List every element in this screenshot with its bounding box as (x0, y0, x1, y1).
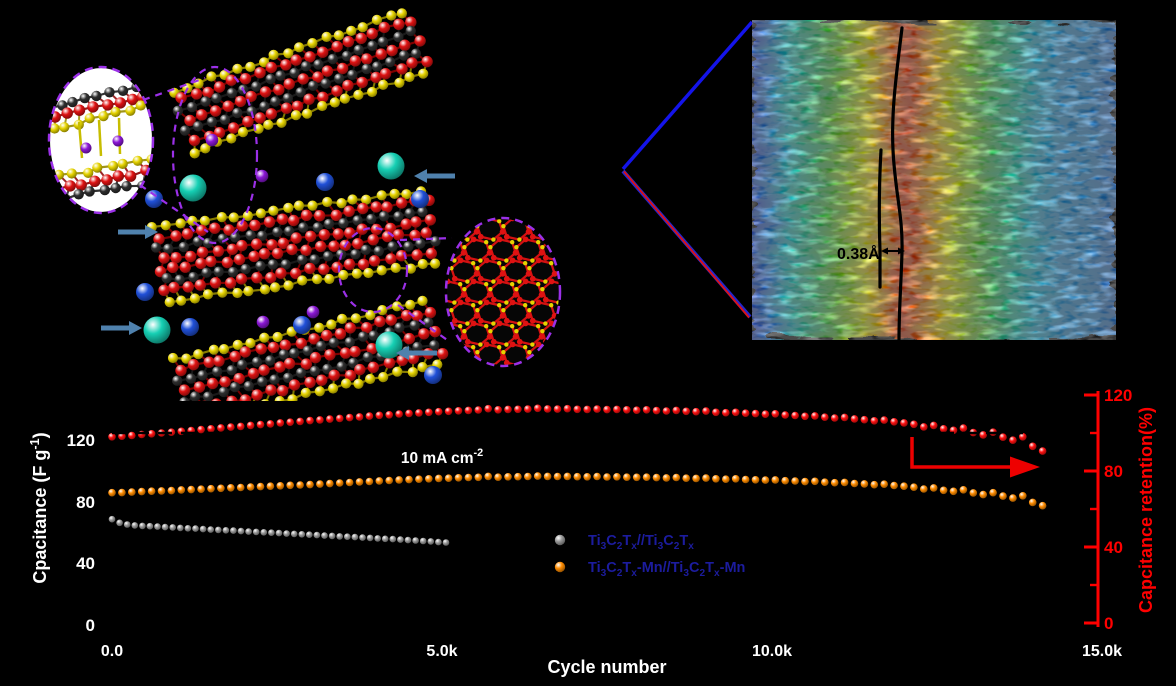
right-tick-80: 80 (1104, 462, 1123, 481)
dopant-sphere-purple (306, 305, 320, 319)
left-tick-120: 120 (67, 431, 95, 450)
chart-series (108, 404, 1047, 546)
slab-atoms (146, 186, 441, 308)
ion-insertion-arrows (101, 169, 455, 360)
zoom-inset-lattice (444, 216, 562, 368)
cation-sphere-cyan (375, 331, 403, 359)
legend-marker (554, 561, 566, 573)
distance-arrowhead-left (881, 247, 888, 255)
left-tick-80: 80 (76, 493, 95, 512)
current-density-annotation: 10 mA cm-2 (401, 447, 483, 467)
legend-label-ti3c2tx-mn: Ti3C2Tx-Mn//Ti3C2Tx-Mn (588, 560, 745, 579)
ion-sphere-blue (136, 283, 154, 301)
left-tick-40: 40 (76, 554, 95, 573)
zoom-region-markers (139, 65, 453, 343)
structure-panel (47, 8, 562, 401)
connector-line-upper-blue (621, 20, 754, 171)
connector-line-lower-red (623, 170, 750, 319)
lattice-offset-dashed-line (877, 148, 883, 289)
left-axis-title: Cpacitance (F g-1) (28, 432, 50, 583)
series-ti3c2tx-mn (108, 472, 1047, 510)
right-axis-indicator-arrow (910, 437, 1012, 469)
magnifier-connectors (621, 20, 754, 319)
x-tick-10k: 10.0k (752, 643, 792, 660)
distance-arrowhead-right (898, 247, 905, 255)
zoom-inset-interlayer (47, 65, 155, 215)
heatmap-panel: 0.38Å (752, 20, 1116, 342)
x-axis-title: Cycle number (547, 657, 666, 677)
dopant-sphere-purple (256, 315, 270, 329)
right-axis-title: Capcitance retention(%) (1136, 407, 1156, 613)
right-axis-indicator-arrowhead (1010, 456, 1040, 478)
cycling-chart: 0 40 80 120 0 40 80 120 0.0 5.0k 10.0k 1… (28, 386, 1156, 677)
chart-legend: Ti3C2Tx//Ti3C2Tx Ti3C2Tx-Mn//Ti3C2Tx-Mn (554, 533, 745, 579)
ion-sphere-blue (181, 318, 199, 336)
series-retention (108, 404, 1047, 455)
intercalated-ions (136, 133, 442, 384)
legend-marker (554, 534, 566, 546)
heatmap-noise-dark (752, 20, 1116, 340)
chart-axes (1084, 391, 1100, 627)
right-tick-40: 40 (1104, 538, 1123, 557)
lattice-shift-label: 0.38Å (837, 244, 880, 263)
cation-sphere-cyan (143, 316, 171, 344)
ion-sphere-blue (424, 366, 442, 384)
ion-sphere-blue (316, 173, 334, 191)
legend-label-ti3c2tx: Ti3C2Tx//Ti3C2Tx (588, 533, 694, 552)
x-tick-5k: 5.0k (426, 643, 457, 660)
ion-sphere-blue (145, 190, 163, 208)
series-ti3c2tx (108, 515, 450, 546)
slab-atoms (167, 295, 449, 401)
x-tick-0: 0.0 (101, 643, 123, 660)
cation-sphere-cyan (179, 174, 207, 202)
slab-atoms (169, 8, 433, 159)
dopant-sphere-purple (255, 169, 269, 183)
right-tick-120: 120 (1104, 386, 1132, 405)
left-tick-0: 0 (86, 616, 95, 635)
ion-sphere-blue (411, 190, 429, 208)
right-tick-0: 0 (1104, 614, 1113, 633)
x-tick-15k: 15.0k (1082, 643, 1122, 660)
cation-sphere-cyan (377, 152, 405, 180)
ion-sphere-blue (293, 316, 311, 334)
lattice-ridge-dashed-line (891, 26, 904, 342)
dopant-sphere-purple (205, 133, 219, 147)
